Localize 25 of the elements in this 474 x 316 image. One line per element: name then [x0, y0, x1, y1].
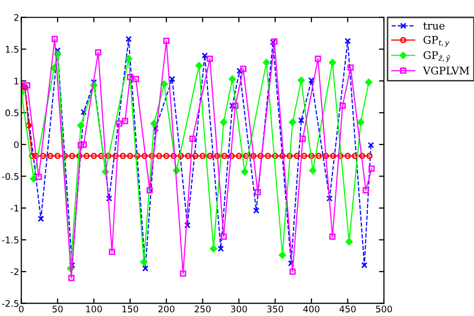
y-tick-label: 0	[14, 141, 19, 148]
x-tick-label: 300	[230, 306, 247, 312]
y-tick-label: -2	[10, 268, 18, 276]
y-tick-label: 2	[14, 14, 18, 21]
y-tick-label: -1.5	[2, 236, 18, 244]
x-tick-label: 100	[86, 306, 102, 312]
x-tick-label: 350	[267, 306, 284, 312]
y-tick-label: -0.5	[2, 172, 18, 180]
x-tick-label: 0	[19, 306, 24, 312]
y-tick-label: -2.5	[2, 300, 18, 307]
legend-label: GP$_{t,y}$	[424, 36, 450, 47]
y-tick-label: 1	[14, 78, 18, 84]
x-tick-label: 500	[376, 306, 392, 312]
y-tick-label: -1	[10, 204, 18, 212]
x-tick-label: 50	[52, 306, 63, 312]
legend-label: VGPLVM	[422, 66, 470, 74]
legend-label: GP$_{ẑ,ŷ}$	[424, 51, 450, 62]
x-tick-label: 200	[158, 306, 174, 312]
x-tick-label: 400	[303, 306, 320, 312]
y-tick-label: 1.5	[6, 46, 18, 53]
y-tick-label: 0.5	[5, 109, 18, 116]
legend-label: true	[423, 22, 445, 30]
x-tick-label: 450	[340, 306, 356, 312]
x-tick-label: 150	[122, 306, 138, 312]
x-tick-label: 250	[194, 306, 211, 312]
